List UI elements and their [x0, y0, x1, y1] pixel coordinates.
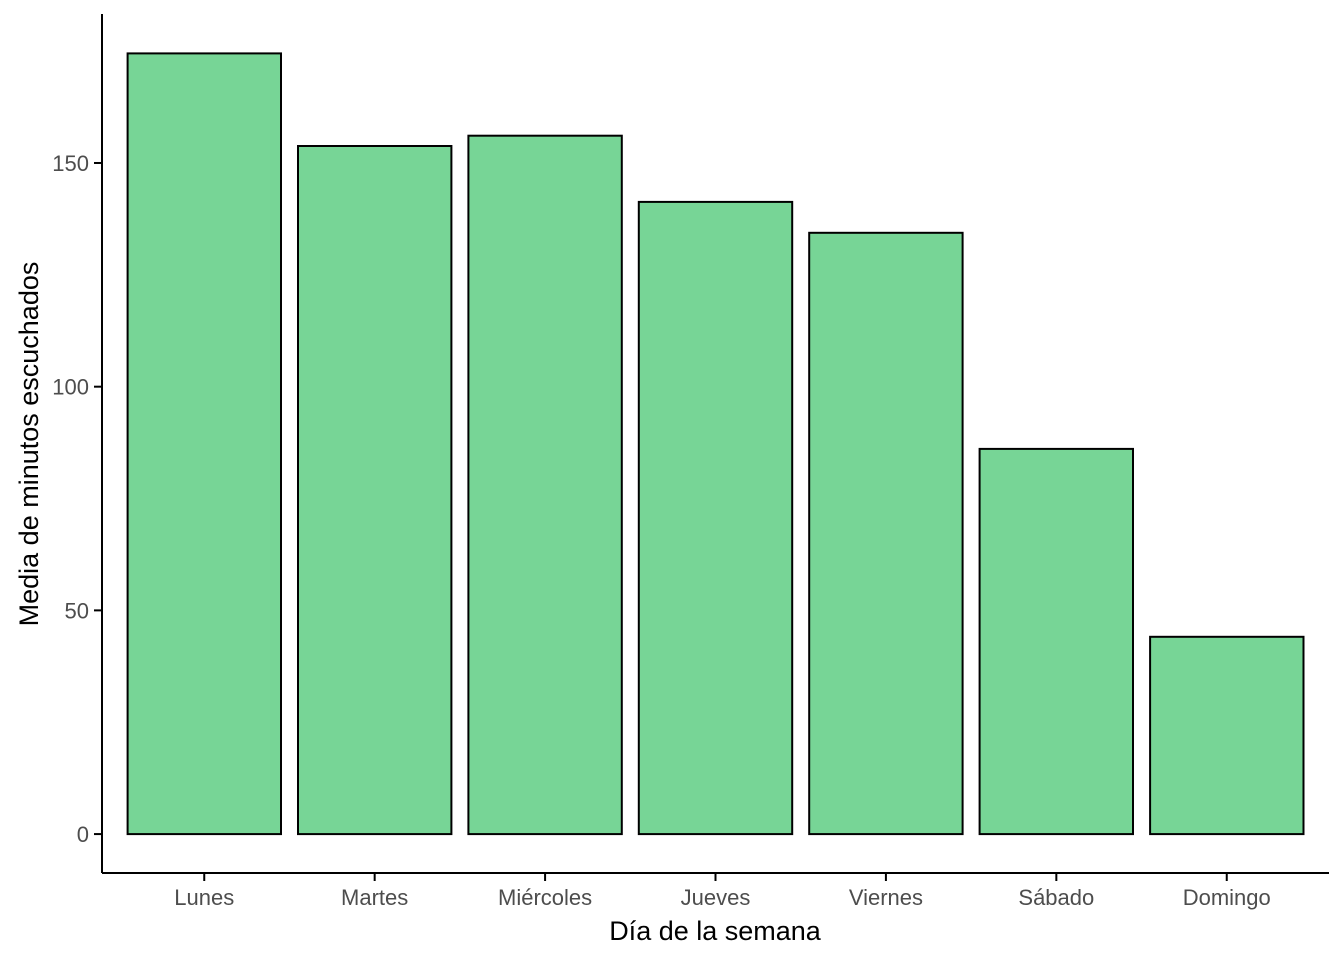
x-tick-label: Lunes — [174, 885, 234, 910]
x-axis-title: Día de la semana — [609, 916, 822, 946]
y-tick-label: 100 — [52, 375, 89, 400]
x-tick-label: Jueves — [681, 885, 751, 910]
x-ticks: Lunes Martes Miércoles Jueves Viernes Sábado D… — [174, 873, 1271, 910]
bar-5 — [978, 447, 1134, 836]
x-tick-label: Domingo — [1183, 885, 1271, 910]
bar-3 — [637, 200, 794, 836]
y-tick-label: 0 — [77, 822, 89, 847]
y-tick-label: 150 — [52, 151, 89, 176]
bar-0 — [126, 52, 282, 836]
x-tick-label: Sábado — [1018, 885, 1094, 910]
y-axis-title: Media de minutos escuchados — [14, 262, 44, 627]
y-tick-label: 50 — [65, 598, 89, 623]
bar-2 — [467, 134, 623, 836]
x-tick-label: Viernes — [849, 885, 923, 910]
x-tick-label: Martes — [341, 885, 408, 910]
bar-6 — [1149, 635, 1305, 836]
bar-1 — [297, 145, 453, 836]
x-tick-label: Miércoles — [498, 885, 592, 910]
y-ticks: 0 50 100 150 — [52, 151, 102, 847]
bars-layer — [126, 52, 1305, 836]
bar-4 — [808, 231, 964, 836]
